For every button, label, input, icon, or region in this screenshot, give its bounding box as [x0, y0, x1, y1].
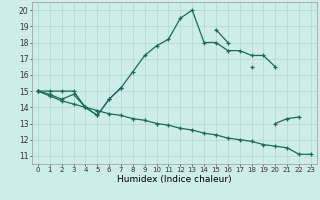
X-axis label: Humidex (Indice chaleur): Humidex (Indice chaleur)	[117, 175, 232, 184]
